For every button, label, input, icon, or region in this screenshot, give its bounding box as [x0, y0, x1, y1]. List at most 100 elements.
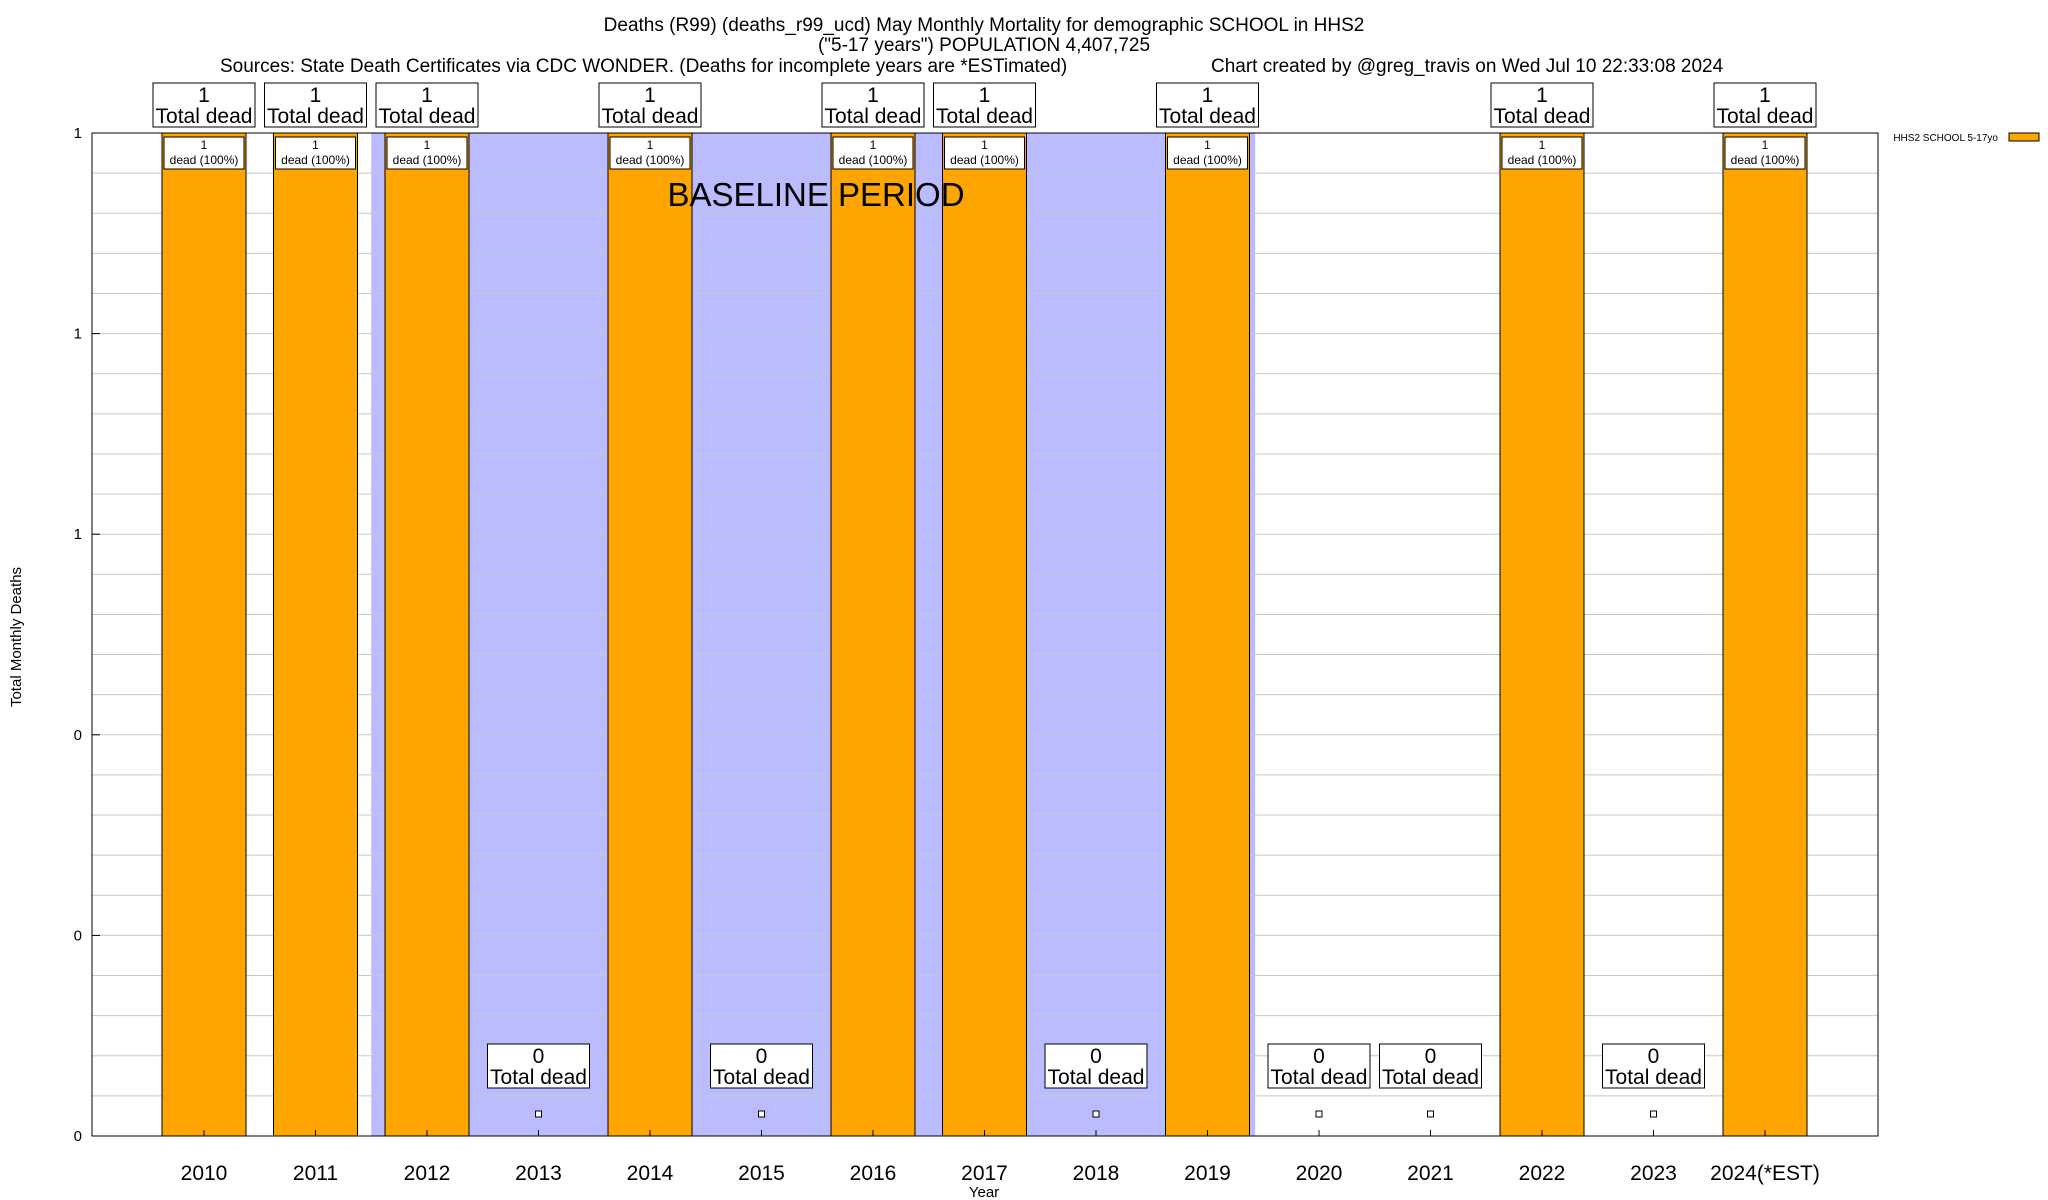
- total-caption-label: Total dead: [825, 105, 922, 128]
- segment-count-label: 1: [201, 138, 208, 152]
- segment-label-box: [1167, 136, 1248, 170]
- title-line-3: Sources: State Death Certificates via CD…: [220, 56, 1067, 77]
- total-caption-label: Total dead: [267, 105, 364, 128]
- segment-label-box: [275, 136, 356, 170]
- segment-count-label: 1: [1539, 138, 1546, 152]
- chart-title: Deaths (R99) (deaths_r99_ucd) May Monthl…: [220, 15, 1724, 77]
- total-label-box: [1490, 82, 1594, 128]
- x-tick-label: 2023: [1630, 1162, 1677, 1185]
- total-label-box: [375, 82, 479, 128]
- x-tick-label: 2022: [1519, 1162, 1566, 1185]
- total-label-box: [821, 82, 925, 128]
- x-tick-label: 2020: [1296, 1162, 1343, 1185]
- total-value-label: 1: [1536, 84, 1548, 107]
- x-tick-label: 2016: [850, 1162, 897, 1185]
- total-value-label: 0: [1313, 1045, 1325, 1068]
- x-tick-label: 2017: [961, 1162, 1008, 1185]
- total-caption-label: Total dead: [490, 1066, 587, 1089]
- segment-percent-label: dead (100%): [616, 153, 685, 167]
- bar: [1499, 132, 1585, 1137]
- baseline-period-label: BASELINE PERIOD: [667, 176, 964, 213]
- total-caption-label: Total dead: [1605, 1066, 1702, 1089]
- segment-percent-label: dead (100%): [393, 153, 462, 167]
- total-value-label: 0: [756, 1045, 768, 1068]
- total-label-box: [487, 1043, 590, 1089]
- total-caption-label: Total dead: [379, 105, 476, 128]
- bar-layer: [161, 132, 1808, 1137]
- segment-count-label: 1: [1204, 138, 1211, 152]
- y-tick-label: 1: [74, 326, 82, 343]
- bar: [1722, 132, 1808, 1137]
- total-caption-label: Total dead: [936, 105, 1033, 128]
- total-value-label: 1: [310, 84, 322, 107]
- total-label-box: [933, 82, 1036, 128]
- total-label-box: [1156, 82, 1259, 128]
- y-tick-label: 0: [74, 927, 82, 944]
- segment-percent-label: dead (100%): [1173, 153, 1242, 167]
- title-line-2: ("5-17 years") POPULATION 4,407,725: [818, 35, 1150, 56]
- segment-count-label: 1: [312, 138, 319, 152]
- segment-label-box: [1501, 136, 1583, 170]
- total-label-box: [1602, 1043, 1705, 1089]
- segment-label-box: [163, 136, 245, 170]
- x-tick-label: 2019: [1184, 1162, 1231, 1185]
- empty-marker: [758, 1110, 765, 1118]
- bar: [942, 132, 1027, 1137]
- total-caption-label: Total dead: [1048, 1066, 1145, 1089]
- x-tick-label: 2011: [293, 1162, 338, 1185]
- segment-label-box: [1724, 136, 1806, 170]
- segment-count-label: 1: [647, 138, 654, 152]
- x-tick-label: 2013: [515, 1162, 562, 1185]
- total-label-box: [1713, 82, 1817, 128]
- total-label-box: [598, 82, 702, 128]
- title-line-1: Deaths (R99) (deaths_r99_ucd) May Monthl…: [604, 15, 1365, 36]
- total-label-box: [264, 82, 367, 128]
- segment-label-box: [944, 136, 1025, 170]
- total-label-box: [152, 82, 256, 128]
- segment-count-label: 1: [1762, 138, 1769, 152]
- segment-count-label: 1: [870, 138, 877, 152]
- legend-series-label: HHS2 SCHOOL 5-17yo: [1893, 133, 1998, 144]
- total-value-label: 1: [198, 84, 210, 107]
- empty-marker: [1315, 1110, 1323, 1118]
- total-value-label: 0: [1090, 1045, 1102, 1068]
- segment-percent-label: dead (100%): [1731, 153, 1800, 167]
- total-value-label: 1: [644, 84, 656, 107]
- x-tick-label: 2015: [738, 1162, 785, 1185]
- total-caption-label: Total dead: [713, 1066, 810, 1089]
- bar: [384, 132, 470, 1137]
- total-value-label: 1: [1202, 84, 1214, 107]
- total-label-box: [1044, 1043, 1148, 1089]
- legend: HHS2 SCHOOL 5-17yo: [1893, 132, 2040, 144]
- segment-percent-label: dead (100%): [839, 153, 908, 167]
- segment-percent-label: dead (100%): [950, 153, 1019, 167]
- empty-marker: [1427, 1110, 1434, 1118]
- baseline-shading: [371, 133, 1256, 1136]
- total-value-label: 0: [533, 1045, 545, 1068]
- bar: [607, 132, 693, 1137]
- x-tick-label: 2024(*EST): [1710, 1162, 1820, 1185]
- segment-percent-label: dead (100%): [170, 153, 239, 167]
- y-tick-label: 1: [74, 526, 82, 543]
- bar: [1165, 132, 1250, 1137]
- total-caption-label: Total dead: [1494, 105, 1591, 128]
- total-caption-label: Total dead: [1382, 1066, 1479, 1089]
- total-value-label: 1: [1759, 84, 1771, 107]
- bar: [273, 132, 358, 1137]
- bar: [830, 132, 916, 1137]
- total-value-label: 1: [867, 84, 879, 107]
- total-label-box: [710, 1043, 813, 1089]
- segment-label-box: [386, 136, 468, 170]
- y-tick-label: 0: [74, 1128, 82, 1145]
- title-line-4: Chart created by @greg_travis on Wed Jul…: [1211, 56, 1724, 77]
- total-caption-label: Total dead: [1717, 105, 1814, 128]
- x-tick-label: 2018: [1073, 1162, 1120, 1185]
- y-axis-label: Total Monthly Deaths: [8, 567, 25, 707]
- bar: [161, 132, 247, 1137]
- segment-count-label: 1: [981, 138, 988, 152]
- x-tick-label: 2010: [181, 1162, 228, 1185]
- segment-label-box: [832, 136, 914, 170]
- total-label-box: [1379, 1043, 1482, 1089]
